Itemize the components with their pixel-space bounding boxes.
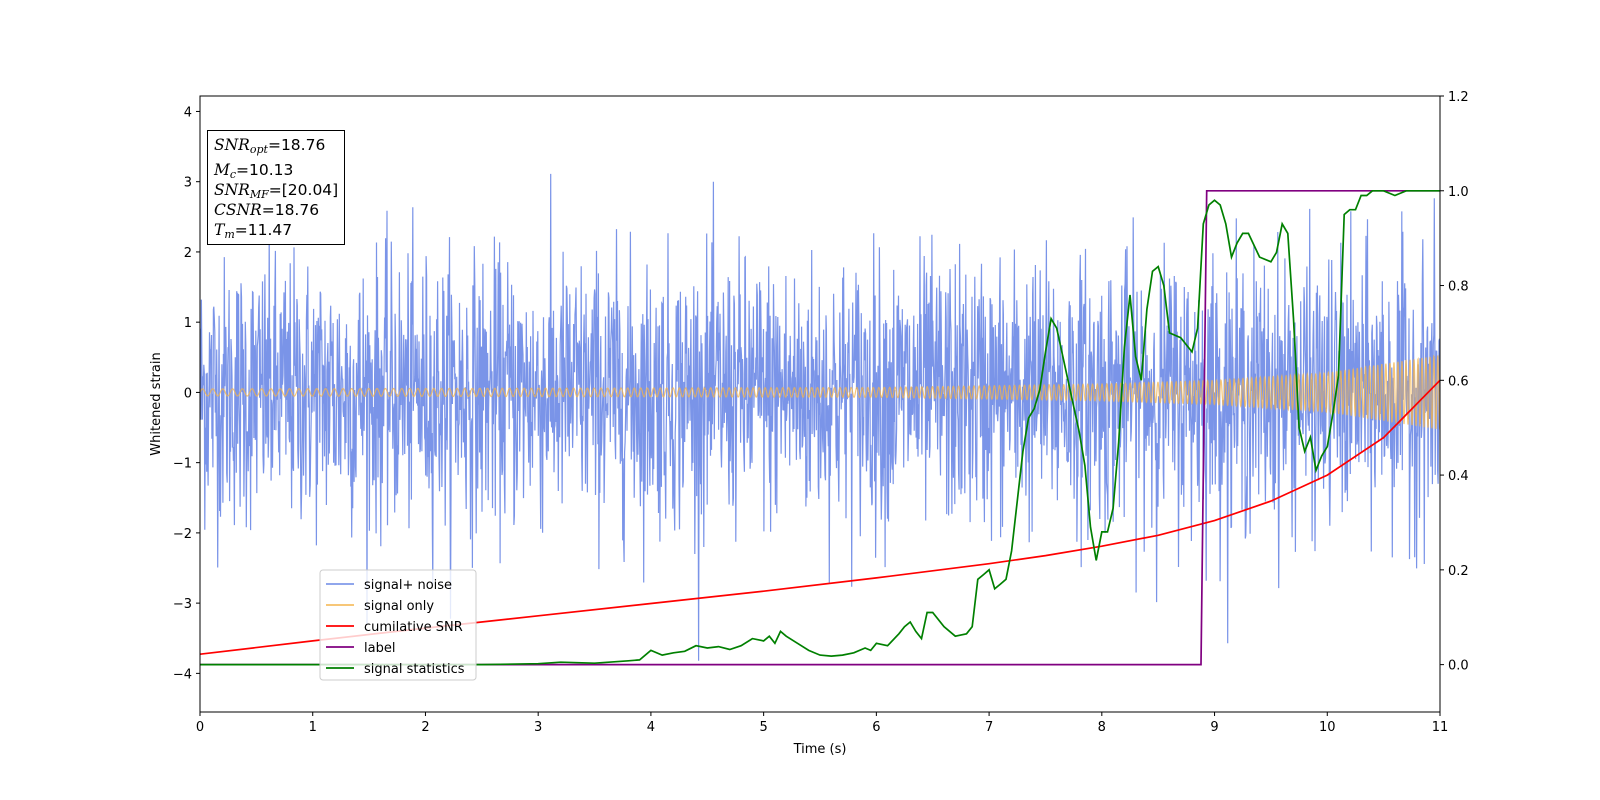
legend-entry: signal statistics <box>364 662 465 677</box>
y-axis-label: Whitened strain <box>149 352 164 455</box>
tm-row: Tm=11.47 <box>214 221 293 241</box>
legend-entry: label <box>364 641 395 656</box>
y2-tick-label: 0.2 <box>1448 564 1469 579</box>
x-tick-label: 7 <box>985 720 993 735</box>
y-tick-label: −3 <box>173 597 192 612</box>
y-tick-label: 0 <box>184 386 192 401</box>
x-tick-label: 9 <box>1210 720 1218 735</box>
x-tick-label: 0 <box>196 720 204 735</box>
x-tick-label: 10 <box>1319 720 1336 735</box>
x-tick-label: 11 <box>1432 720 1449 735</box>
y-tick-label: 1 <box>184 316 192 331</box>
x-tick-label: 8 <box>1098 720 1106 735</box>
series-signal-statistics <box>200 189 1440 666</box>
y-tick-label: 4 <box>184 105 192 120</box>
y2-tick-label: 0.8 <box>1448 280 1469 295</box>
series-signal-only <box>200 354 1440 430</box>
x-tick-label: 6 <box>872 720 880 735</box>
legend-entry: signal+ noise <box>364 578 452 593</box>
axes: 0 1 2 3 4 5 6 7 8 9 10 1143210−1−2−3−41.21.00.80.60… <box>173 90 1469 735</box>
y2-tick-label: 1.0 <box>1448 185 1469 200</box>
y2-tick-label: 0.0 <box>1448 659 1469 674</box>
series-cumulative-snr <box>200 379 1440 656</box>
series-label <box>200 189 1440 666</box>
csnr-row: CSNR=18.76 <box>214 201 320 219</box>
x-axis-label: Time (s) <box>793 742 847 757</box>
y-tick-label: −1 <box>173 457 192 472</box>
snr-opt-row: SNRopt=18.76 <box>214 136 326 156</box>
x-tick-label: 5 <box>759 720 767 735</box>
plot-series <box>200 173 1440 666</box>
y2-tick-label: 1.2 <box>1448 90 1469 105</box>
y2-tick-label: 0.6 <box>1448 374 1469 389</box>
y-tick-label: −2 <box>173 527 192 542</box>
legend-entry: cumilative SNR <box>364 620 463 635</box>
x-tick-label: 4 <box>647 720 655 735</box>
mc-row: Mc=10.13 <box>214 161 294 181</box>
x-tick-label: 1 <box>309 720 317 735</box>
legend-entry: signal only <box>364 599 434 614</box>
snr-mf-row: SNRMF=[20.04] <box>214 181 339 201</box>
stats-annotation: SNRopt=18.76 Mc=10.13 SNRMF=[20.04] CSNR… <box>207 130 346 245</box>
plot-frame <box>199 95 1441 713</box>
legend: signal+ noise signal only cumilative SNR la… <box>319 569 477 681</box>
legend-box <box>319 569 477 681</box>
series-signal-noise <box>200 173 1440 661</box>
y-tick-label: 2 <box>184 246 192 261</box>
y-tick-label: 3 <box>184 176 192 191</box>
x-tick-label: 2 <box>421 720 429 735</box>
y-tick-label: −4 <box>173 667 192 682</box>
y2-tick-label: 0.4 <box>1448 469 1469 484</box>
x-tick-label: 3 <box>534 720 542 735</box>
